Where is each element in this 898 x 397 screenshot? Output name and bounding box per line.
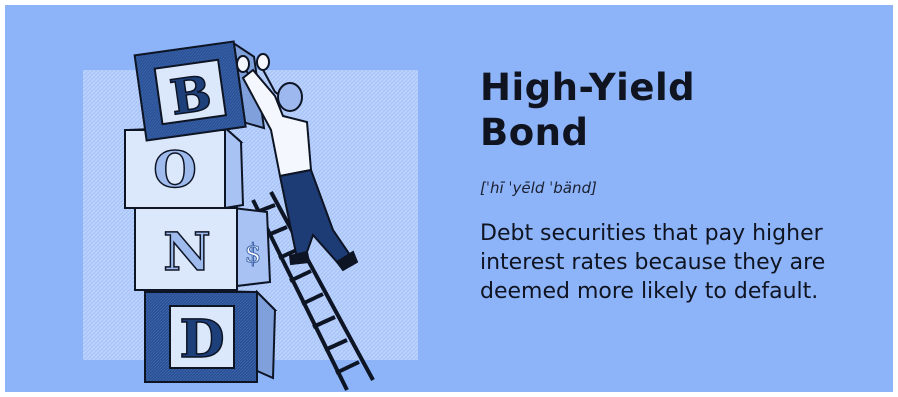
svg-text:O: O: [153, 140, 197, 199]
term-title: High-Yield Bond: [480, 66, 696, 154]
man-figure: [236, 53, 359, 272]
svg-text:D: D: [179, 309, 224, 370]
block-o: O: [124, 123, 245, 210]
block-n: N $: [134, 206, 272, 291]
term-pronunciation: [ˈhī ˈyēld ˈbänd]: [480, 179, 597, 197]
block-b: B: [133, 40, 266, 142]
term-definition: Debt securities that pay higher interest…: [480, 221, 826, 304]
svg-text:$: $: [245, 239, 262, 269]
svg-text:B: B: [167, 65, 215, 126]
definition-panel: High-Yield Bond [ˈhī ˈyēld ˈbänd] Debt s…: [480, 65, 880, 306]
svg-text:N: N: [163, 222, 211, 283]
bond-blocks-illustration: D N $ O B: [83, 40, 418, 391]
block-d: D: [144, 288, 278, 383]
term-card: D N $ O B: [5, 5, 893, 392]
